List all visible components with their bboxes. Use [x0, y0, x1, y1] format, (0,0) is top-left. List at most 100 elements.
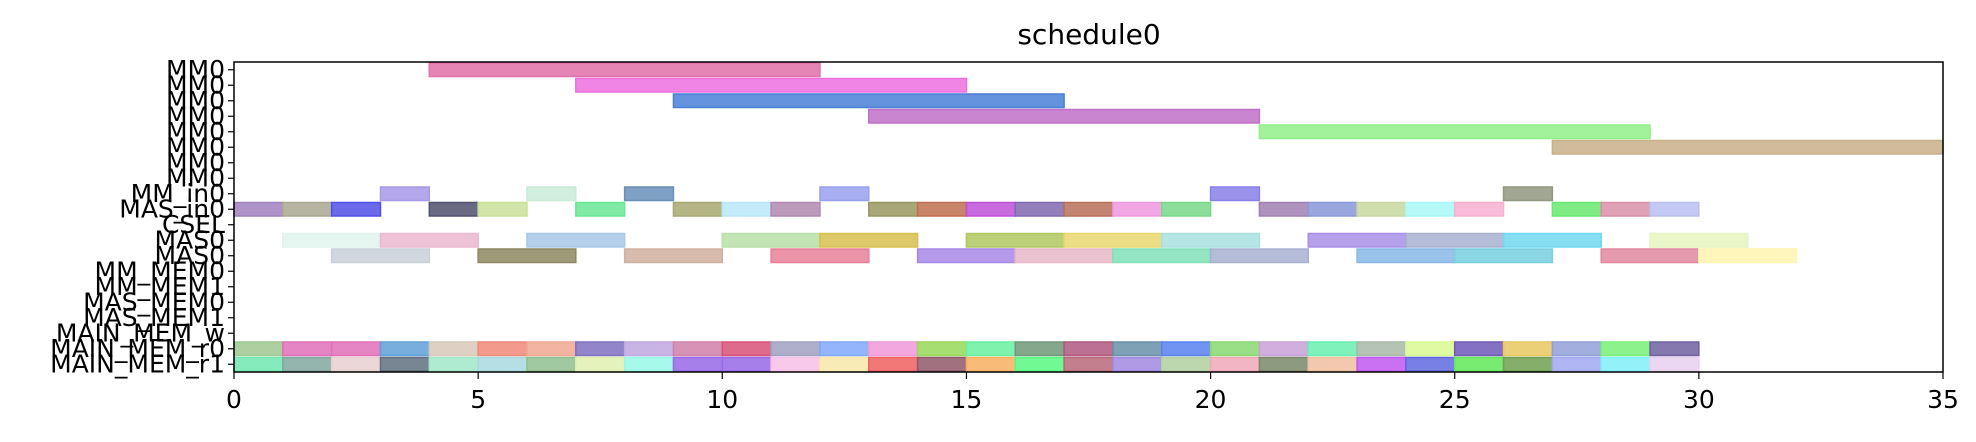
bar-34	[1600, 201, 1651, 217]
bar-59	[1698, 248, 1798, 264]
y-tick-label-14: MM_MEM1	[95, 272, 225, 301]
bar-89	[1649, 341, 1700, 357]
bar-28	[1258, 201, 1309, 217]
bar-32	[1453, 201, 1505, 217]
bar-42	[1063, 232, 1163, 248]
bar-87	[1551, 341, 1602, 357]
bar-46	[1502, 232, 1602, 248]
bar-5	[1551, 139, 1944, 155]
bar-80	[1209, 341, 1261, 357]
bar-111	[1258, 356, 1309, 372]
y-tick-label-19: MAIN_MEM_r1	[50, 349, 225, 378]
bar-8	[623, 186, 675, 202]
bar-70	[721, 341, 772, 357]
bar-24	[1014, 201, 1065, 217]
bar-51	[770, 248, 870, 264]
bar-54	[1112, 248, 1212, 264]
bar-69	[672, 341, 724, 357]
bar-30	[1356, 201, 1407, 217]
bar-90	[233, 356, 284, 372]
bar-21	[868, 201, 919, 217]
x-tick-label-0: 0	[226, 385, 242, 414]
bar-26	[1112, 201, 1163, 217]
bar-99	[672, 356, 724, 372]
bar-43	[1160, 232, 1261, 248]
bar-116	[1502, 356, 1554, 372]
bar-39	[721, 232, 821, 248]
bar-110	[1209, 356, 1261, 372]
y-tick-label-3: MM0	[166, 101, 225, 130]
y-tick-label-15: MAS_MEM0	[83, 287, 225, 316]
bar-114	[1405, 356, 1456, 372]
bar-1	[575, 77, 968, 93]
bar-10	[1209, 186, 1261, 202]
y-tick-label-1: MM0	[166, 70, 225, 99]
bar-94	[428, 356, 479, 372]
bar-74	[916, 341, 968, 357]
bar-38	[526, 232, 626, 248]
bar-100	[721, 356, 772, 372]
bar-18	[672, 201, 724, 217]
bar-97	[575, 356, 626, 372]
bar-40	[819, 232, 919, 248]
bar-15	[428, 201, 479, 217]
y-tick-label-0: MM0	[166, 55, 225, 84]
bar-14	[330, 201, 382, 217]
bar-95	[477, 356, 528, 372]
bar-92	[330, 356, 382, 372]
chart-title: schedule0	[1017, 18, 1160, 51]
bar-107	[1063, 356, 1114, 372]
bar-84	[1405, 341, 1456, 357]
bar-36	[282, 232, 382, 248]
bar-67	[575, 341, 626, 357]
bar-20	[770, 201, 821, 217]
plot-frame	[233, 61, 1944, 373]
bar-6	[379, 186, 431, 202]
x-tick-label-6: 30	[1683, 385, 1715, 414]
y-tick-labels: MM0MM0MM0MM0MM0MM0MM0MM0MM_in0MAS_in0CSE…	[50, 55, 234, 378]
bar-53	[1014, 248, 1114, 264]
bar-56	[1356, 248, 1456, 264]
bar-16	[477, 201, 528, 217]
bar-109	[1160, 356, 1212, 372]
bar-101	[770, 356, 821, 372]
bar-4	[1258, 124, 1651, 140]
y-tick-label-2: MM0	[166, 86, 225, 115]
bar-108	[1112, 356, 1163, 372]
bar-63	[379, 341, 431, 357]
bar-96	[526, 356, 577, 372]
bar-19	[721, 201, 772, 217]
bar-106	[1014, 356, 1065, 372]
bar-57	[1453, 248, 1554, 264]
bar-115	[1453, 356, 1505, 372]
y-tick-label-4: MM0	[166, 117, 225, 146]
bar-27	[1160, 201, 1212, 217]
y-tick-label-6: MM0	[166, 148, 225, 177]
bar-117	[1551, 356, 1602, 372]
y-tick-label-8: MM_in0	[131, 179, 225, 208]
y-tick-label-7: MM0	[166, 163, 225, 192]
bar-81	[1258, 341, 1309, 357]
x-tick-label-4: 20	[1195, 385, 1227, 414]
bar-68	[623, 341, 675, 357]
x-tick-label-3: 15	[951, 385, 983, 414]
bar-41	[965, 232, 1065, 248]
bar-73	[868, 341, 919, 357]
y-tick-label-13: MM_MEM0	[95, 256, 225, 285]
y-tick-label-17: MAIN_MEM_w	[56, 318, 225, 347]
bar-12	[233, 201, 284, 217]
bar-11	[1502, 186, 1554, 202]
bar-113	[1356, 356, 1407, 372]
bar-72	[819, 341, 870, 357]
bar-62	[330, 341, 382, 357]
bar-52	[916, 248, 1017, 264]
bar-25	[1063, 201, 1114, 217]
y-tick-label-16: MAS_MEM1	[83, 303, 225, 332]
bar-3	[868, 108, 1261, 124]
bar-45	[1405, 232, 1505, 248]
y-tick-label-10: CSEL	[162, 210, 225, 239]
bar-17	[575, 201, 626, 217]
y-tick-label-12: MAS0	[155, 241, 225, 270]
